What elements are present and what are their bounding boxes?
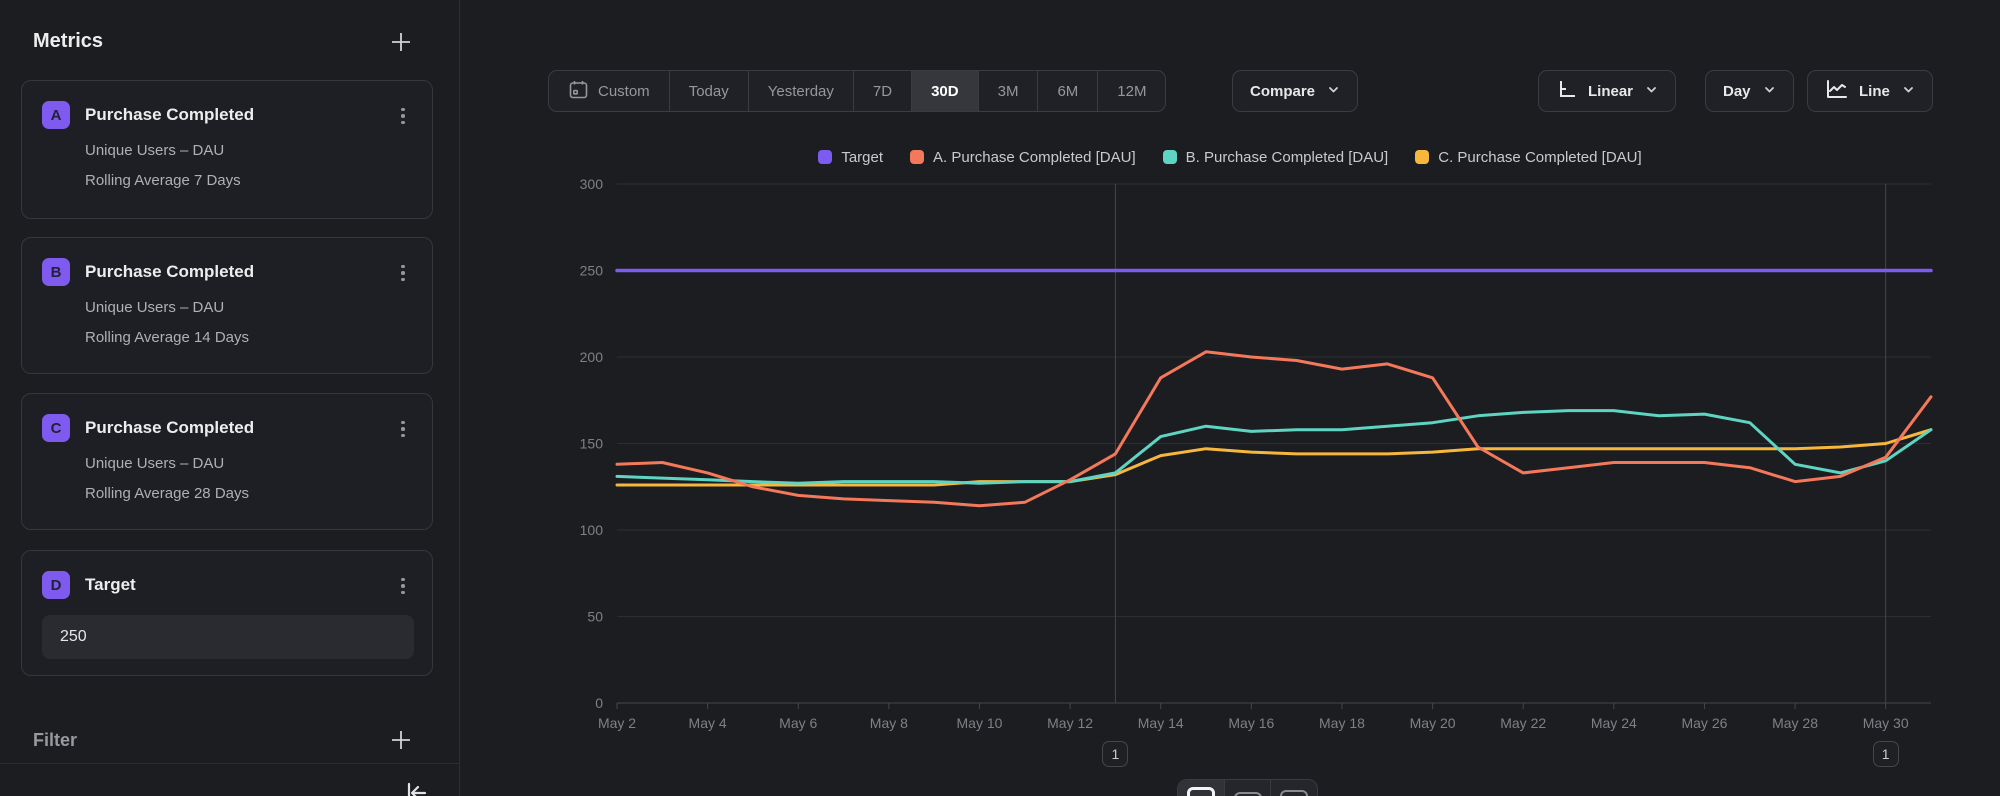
- y-axis-tick-label: 250: [580, 263, 604, 279]
- chart-size-toggle: [1177, 779, 1318, 796]
- chart-size-small-button[interactable]: [1270, 780, 1317, 796]
- x-axis-tick-label: May 16: [1228, 715, 1274, 731]
- chart-size-medium-button[interactable]: [1224, 780, 1271, 796]
- x-axis-tick-label: May 20: [1410, 715, 1456, 731]
- series-line-c[interactable]: [617, 430, 1931, 485]
- y-axis-tick-label: 200: [580, 349, 604, 365]
- x-axis-tick-label: May 2: [598, 715, 636, 731]
- y-axis-tick-label: 150: [580, 436, 604, 452]
- x-axis-tick-label: May 8: [870, 715, 908, 731]
- panel-medium-icon: [1234, 792, 1262, 796]
- line-chart: 0 50 100 150 200 250 300 May 2 May 4 May 6 May 8 Ma…: [0, 0, 2000, 796]
- x-axis-tick-label: May 30: [1863, 715, 1909, 731]
- x-axis-tick-label: May 28: [1772, 715, 1818, 731]
- y-axis-tick-label: 50: [587, 609, 603, 625]
- annotation-marker-2[interactable]: 1: [1873, 741, 1899, 767]
- y-axis-tick-label: 0: [595, 695, 603, 711]
- x-axis-tick-label: May 18: [1319, 715, 1365, 731]
- x-axis-tick-label: May 12: [1047, 715, 1093, 731]
- x-axis-tick-label: May 4: [689, 715, 727, 731]
- y-axis-tick-label: 100: [580, 522, 604, 538]
- annotation-marker-1[interactable]: 1: [1102, 741, 1128, 767]
- x-axis-tick-label: May 26: [1681, 715, 1727, 731]
- app-root: Metrics A Purchase Completed Unique User…: [0, 0, 2000, 796]
- x-axis-tick-label: May 22: [1500, 715, 1546, 731]
- chart-size-large-button[interactable]: [1178, 780, 1224, 796]
- panel-small-icon: [1280, 790, 1308, 796]
- x-axis-tick-label: May 10: [957, 715, 1003, 731]
- panel-large-icon: [1187, 787, 1215, 796]
- x-axis-tick-label: May 6: [779, 715, 817, 731]
- x-axis-tick-label: May 24: [1591, 715, 1637, 731]
- y-axis-tick-label: 300: [580, 176, 604, 192]
- x-axis-tick-label: May 14: [1138, 715, 1184, 731]
- series-line-b[interactable]: [617, 411, 1931, 484]
